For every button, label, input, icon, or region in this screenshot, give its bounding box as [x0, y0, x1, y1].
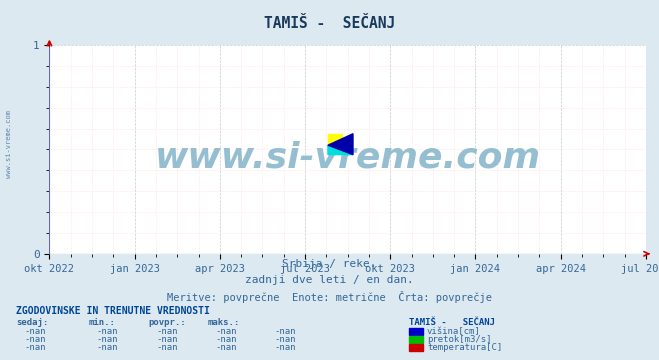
Text: TAMIŠ -   SEČANJ: TAMIŠ - SEČANJ [409, 318, 495, 327]
Text: -nan: -nan [156, 343, 177, 351]
Text: -nan: -nan [215, 327, 237, 336]
Text: -nan: -nan [156, 327, 177, 336]
Text: www.si-vreme.com: www.si-vreme.com [155, 141, 540, 175]
Polygon shape [328, 134, 353, 155]
Text: -nan: -nan [24, 335, 45, 343]
Text: višina[cm]: višina[cm] [427, 327, 481, 336]
Text: min.:: min.: [89, 318, 116, 327]
Text: -nan: -nan [24, 343, 45, 351]
Text: -nan: -nan [97, 327, 118, 336]
Text: povpr.:: povpr.: [148, 318, 186, 327]
Text: Meritve: povprečne  Enote: metrične  Črta: povprečje: Meritve: povprečne Enote: metrične Črta:… [167, 291, 492, 303]
Text: -nan: -nan [215, 335, 237, 343]
Text: -nan: -nan [97, 335, 118, 343]
Polygon shape [328, 145, 353, 155]
Text: pretok[m3/s]: pretok[m3/s] [427, 335, 492, 343]
Text: -nan: -nan [215, 343, 237, 351]
Text: maks.:: maks.: [208, 318, 240, 327]
Text: -nan: -nan [275, 343, 296, 351]
Text: -nan: -nan [156, 335, 177, 343]
Text: -nan: -nan [275, 335, 296, 343]
Text: Srbija / reke.: Srbija / reke. [282, 258, 377, 269]
Bar [328, 134, 342, 145]
Text: ZGODOVINSKE IN TRENUTNE VREDNOSTI: ZGODOVINSKE IN TRENUTNE VREDNOSTI [16, 306, 210, 316]
Text: -nan: -nan [24, 327, 45, 336]
Text: TAMIŠ -  SEČANJ: TAMIŠ - SEČANJ [264, 16, 395, 31]
Text: -nan: -nan [275, 327, 296, 336]
Text: -nan: -nan [97, 343, 118, 351]
Text: sedaj:: sedaj: [16, 318, 49, 327]
Text: zadnji dve leti / en dan.: zadnji dve leti / en dan. [245, 275, 414, 285]
Text: www.si-vreme.com: www.si-vreme.com [5, 110, 12, 178]
Text: temperatura[C]: temperatura[C] [427, 343, 502, 351]
